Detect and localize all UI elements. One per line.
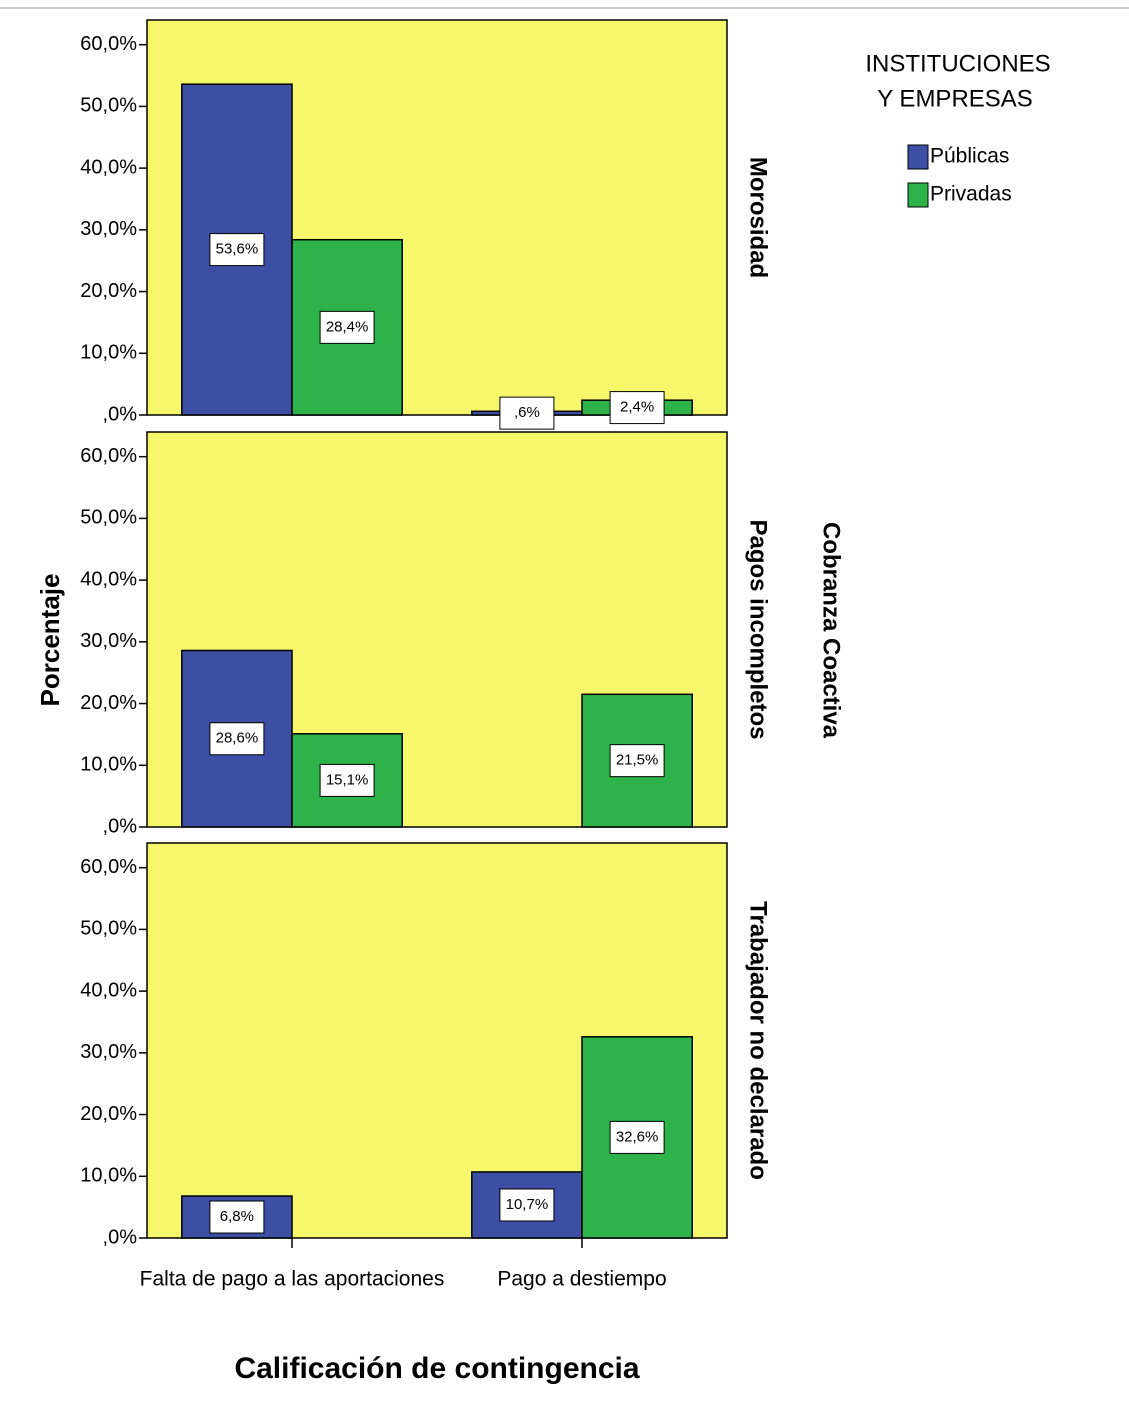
value-label-box [609, 391, 665, 425]
value-label-box [499, 396, 555, 430]
y-tick-label: 60,0% [80, 33, 137, 55]
y-tick-label: 50,0% [80, 95, 137, 117]
y-tick-label: 20,0% [80, 1103, 137, 1125]
value-label: 32,6% [616, 1128, 659, 1145]
y-tick-label: 40,0% [80, 979, 137, 1001]
y-tick-label: ,0% [103, 815, 138, 837]
y-tick-label: 50,0% [80, 507, 137, 529]
value-label-box [209, 722, 265, 756]
value-label: 15,1% [326, 771, 369, 788]
y-tick-label: 40,0% [80, 156, 137, 178]
value-label-box [609, 1120, 665, 1154]
y-tick-label: 30,0% [80, 630, 137, 652]
legend-title: Y EMPRESAS [877, 85, 1033, 112]
y-tick-label: 10,0% [80, 1165, 137, 1187]
y-tick-label: 10,0% [80, 342, 137, 364]
value-label-box [319, 763, 375, 797]
y-tick-label: 30,0% [80, 1041, 137, 1063]
value-label: 2,4% [620, 399, 654, 416]
x-axis-label: Calificación de contingencia [234, 1352, 639, 1385]
legend-label: Públicas [930, 145, 1009, 168]
legend-label: Privadas [930, 183, 1012, 206]
value-label-box [209, 233, 265, 267]
y-tick-label: 60,0% [80, 856, 137, 878]
value-label: 10,7% [506, 1196, 549, 1213]
legend-title: INSTITUCIONES [865, 50, 1050, 77]
panel-label: Trabajador no declarado [745, 901, 772, 1180]
value-label-box [319, 310, 375, 344]
y-tick-label: 10,0% [80, 754, 137, 776]
y-tick-label: 20,0% [80, 692, 137, 714]
value-label-box [209, 1200, 265, 1234]
x-tick-label: Pago a destiempo [497, 1268, 666, 1291]
bar [471, 1171, 583, 1239]
y-tick-label: ,0% [103, 403, 138, 425]
value-label-box [499, 1188, 555, 1222]
value-label: 28,6% [216, 730, 259, 747]
value-label-box [609, 744, 665, 778]
value-label: 21,5% [616, 752, 659, 769]
legend-swatch [907, 144, 929, 170]
facet-label: Cobranza Coactiva [818, 522, 845, 739]
y-tick-label: 50,0% [80, 918, 137, 940]
y-axis-label: Porcentaje [35, 574, 65, 707]
value-label: 28,4% [326, 318, 369, 335]
y-tick-label: ,0% [103, 1226, 138, 1248]
y-tick-label: 30,0% [80, 218, 137, 240]
y-tick-label: 40,0% [80, 568, 137, 590]
panel-label: Pagos incompletos [745, 519, 772, 739]
y-tick-label: 20,0% [80, 280, 137, 302]
x-tick-label: Falta de pago a las aportaciones [140, 1268, 445, 1291]
y-tick-label: 60,0% [80, 445, 137, 467]
value-label: 6,8% [220, 1208, 254, 1225]
value-label: ,6% [514, 404, 540, 421]
value-label: 53,6% [216, 241, 259, 258]
legend-swatch [907, 182, 929, 208]
panel-label: Morosidad [745, 157, 772, 278]
